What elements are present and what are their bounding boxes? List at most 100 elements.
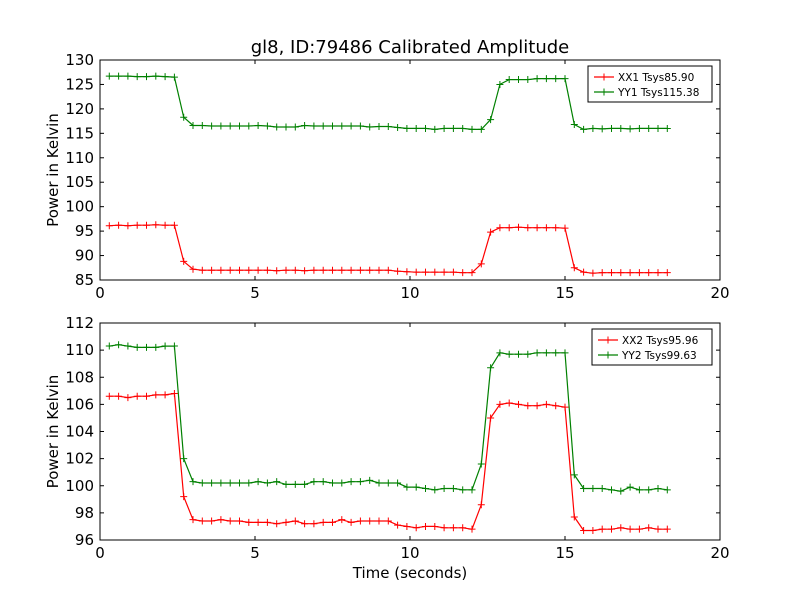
data-point [329, 479, 336, 487]
series-markers-1 [105, 221, 671, 277]
data-point [282, 518, 290, 526]
data-point [394, 123, 402, 131]
data-point [449, 524, 457, 532]
data-point [310, 122, 318, 130]
y-tick-label: 112 [65, 314, 94, 332]
data-point [105, 222, 113, 230]
data-point [226, 479, 234, 487]
x-tick-label: 5 [250, 284, 260, 302]
data-point [589, 269, 597, 277]
legend-item-2: YY1 Tsys115.38 [594, 87, 699, 99]
data-point [598, 125, 606, 133]
data-point [217, 516, 225, 524]
y-tick-label: 98 [75, 504, 94, 522]
y-tick-label: 125 [65, 75, 94, 93]
y-tick-label: 95 [75, 222, 94, 240]
data-point [524, 402, 532, 410]
data-point [505, 350, 513, 358]
data-point [477, 501, 485, 509]
data-point [375, 479, 383, 487]
data-point [440, 268, 448, 276]
data-point [189, 478, 197, 486]
data-point [338, 122, 346, 130]
data-point [105, 72, 113, 80]
legend-marker [604, 351, 612, 359]
data-point [626, 483, 634, 491]
data-point [338, 516, 346, 524]
data-point [533, 402, 541, 410]
data-point [533, 224, 541, 232]
data-point [152, 343, 160, 351]
data-point [663, 124, 671, 132]
data-point [189, 516, 197, 524]
data-point [524, 76, 532, 84]
data-point [626, 125, 634, 133]
data-point [394, 521, 402, 529]
data-point [291, 123, 299, 131]
data-point [431, 268, 439, 276]
data-point [143, 73, 150, 81]
data-point [654, 269, 662, 277]
data-point [273, 478, 281, 486]
legend-label: XX1 Tsys85.90 [618, 72, 694, 84]
data-point [570, 121, 578, 129]
x-tick-label: 20 [710, 544, 729, 562]
data-point [589, 124, 597, 132]
legend: XX2 Tsys95.96 YY2 Tsys99.63 [591, 328, 713, 366]
bottom-panel: 0 5 10 15 20 96 98 100 102 104 106 108 110 112 Power i… [44, 314, 730, 582]
data-point [291, 517, 299, 525]
data-point [254, 478, 262, 486]
data-point [356, 478, 364, 486]
data-point [338, 266, 346, 274]
legend-marker [600, 88, 608, 96]
y-axis-label: Power in Kelvin [44, 113, 62, 227]
data-point [375, 122, 383, 130]
data-point [170, 390, 178, 398]
data-point [226, 517, 234, 525]
data-point [161, 73, 169, 81]
data-point [208, 479, 216, 487]
y-tick-label: 106 [65, 395, 94, 413]
data-point [459, 269, 467, 277]
legend-label: YY1 Tsys115.38 [617, 87, 699, 99]
data-point [301, 267, 309, 275]
data-point [449, 268, 457, 276]
data-point [422, 484, 429, 492]
data-point [663, 486, 671, 494]
data-point [542, 224, 550, 232]
data-point [217, 479, 225, 487]
data-point [487, 228, 495, 236]
data-point [459, 124, 467, 132]
data-point [496, 224, 504, 232]
legend-box [587, 65, 713, 103]
data-point [635, 525, 643, 533]
data-point [635, 269, 643, 277]
data-point [598, 525, 606, 533]
data-point [608, 124, 615, 132]
x-axis-label: Time (seconds) [352, 564, 468, 582]
x-tick-label: 20 [710, 284, 729, 302]
data-point [412, 524, 420, 532]
data-point [468, 269, 476, 277]
data-point [440, 524, 448, 532]
top-panel: 0 5 10 15 20 85 90 95 100 105 110 115 120 125 130 Power… [44, 51, 730, 302]
data-point [198, 479, 206, 487]
data-point [124, 72, 132, 80]
data-point [236, 479, 243, 487]
y-tick-label: 104 [65, 423, 94, 441]
data-point [161, 221, 169, 229]
data-point [143, 392, 150, 400]
y-tick-label: 100 [65, 477, 94, 495]
data-point [617, 487, 625, 495]
data-point [552, 349, 560, 357]
data-point [366, 266, 374, 274]
x-tick-label: 0 [95, 284, 105, 302]
data-point [459, 486, 467, 494]
data-point [124, 394, 132, 402]
data-point [542, 75, 550, 83]
y-tick-label: 110 [65, 149, 94, 167]
data-point [561, 349, 569, 357]
data-point [468, 525, 476, 533]
data-point [198, 266, 206, 274]
